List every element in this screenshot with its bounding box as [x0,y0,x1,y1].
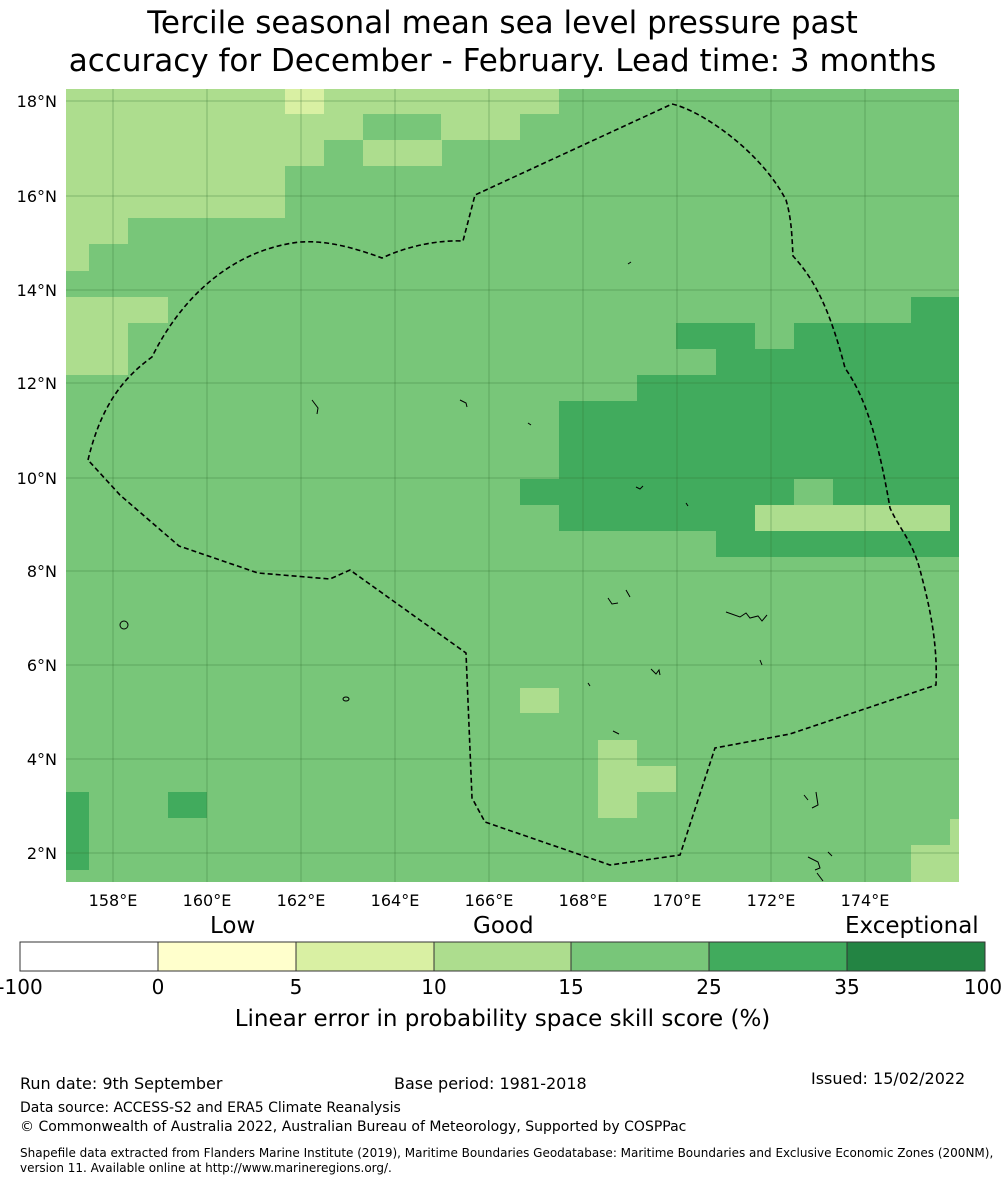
run-date: Run date: 9th September [20,1074,223,1093]
colorbar-label-0: -100 [0,975,43,999]
colorbar-axis-label: Linear error in probability space skill … [234,1006,771,1032]
x-tick-166: 166°E [465,891,514,910]
colorbar-bin-6 [846,941,986,972]
colorbar-label-5: 25 [696,975,722,999]
colorbar-bin-4 [570,941,710,972]
colorbar-label-4: 15 [558,975,584,999]
field-15-25-patch [363,114,441,140]
field-25-35 [66,297,959,870]
y-tick-8: 8°N [27,562,57,581]
x-tick-160: 160°E [183,891,232,910]
y-tick-2: 2°N [27,844,57,863]
field-5-10 [285,89,324,114]
colorbar-label-1: 0 [151,975,165,999]
field-10-15-inset [755,505,950,531]
colorbar-bin-1 [157,941,297,972]
map-title: Tercile seasonal mean sea level pressure… [0,4,1005,80]
colorbar-bin-5 [708,941,848,972]
y-tick-6: 6°N [27,656,57,675]
title-line-1: Tercile seasonal mean sea level pressure… [147,5,858,41]
x-tick-158: 158°E [89,891,138,910]
colorbar-bin-2 [295,941,435,972]
copyright: © Commonwealth of Australia 2022, Austra… [20,1119,687,1135]
colorbar-bin-3 [433,941,572,972]
colorbar-label-6: 35 [834,975,860,999]
islands [119,261,833,882]
x-tick-162: 162°E [277,891,326,910]
map-gridlines [66,89,959,882]
y-tick-14: 14°N [17,281,57,300]
eez-boundary [87,103,938,866]
x-tick-labels: 158°E 160°E 162°E 164°E 166°E 168°E 170°… [89,891,890,910]
y-tick-12: 12°N [17,374,57,393]
colorbar-label-2: 5 [289,975,303,999]
title-line-2: accuracy for December - February. Lead t… [68,43,937,79]
colorbar-word-exceptional: Exceptional [845,913,979,939]
colorbar-word-low: Low [210,913,256,939]
colorbar-bin-0 [19,941,159,972]
colorbar-label-7: 100 [963,975,1003,999]
y-tick-18: 18°N [17,92,57,111]
x-tick-174: 174°E [841,891,890,910]
x-tick-172: 172°E [747,891,796,910]
issued-date: Issued: 15/02/2022 [811,1069,966,1088]
colorbar [19,941,986,972]
x-tick-170: 170°E [653,891,702,910]
y-tick-16: 16°N [17,187,57,206]
y-tick-4: 4°N [27,750,57,769]
shapefile-note: Shapefile data extracted from Flanders M… [20,1146,994,1175]
colorbar-label-3: 10 [421,975,447,999]
base-period: Base period: 1981-2018 [394,1074,587,1093]
y-tick-labels: 18°N 16°N 14°N 12°N 10°N 8°N 6°N 4°N 2°N [17,92,57,863]
data-source: Data source: ACCESS-S2 and ERA5 Climate … [20,1100,401,1116]
colorbar-word-good: Good [473,913,534,939]
x-tick-168: 168°E [559,891,608,910]
y-tick-10: 10°N [17,469,57,488]
skill-field [66,89,959,882]
x-tick-164: 164°E [371,891,420,910]
